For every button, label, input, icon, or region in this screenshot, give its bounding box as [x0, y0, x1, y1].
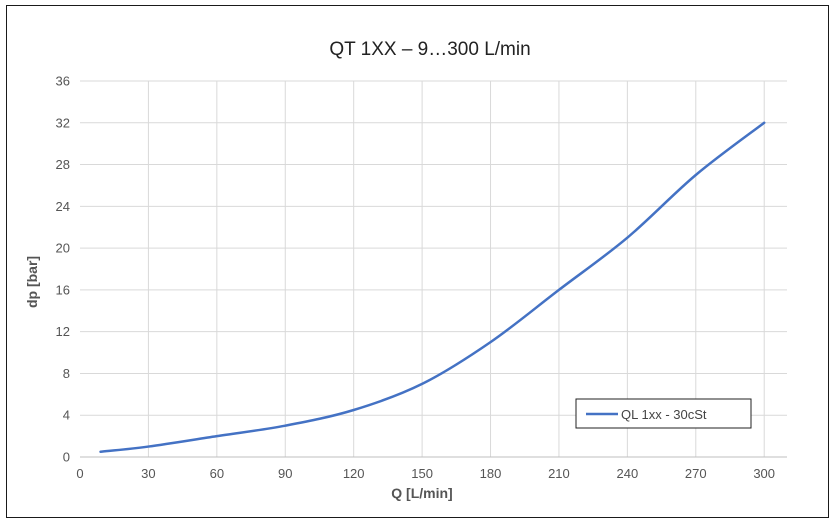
x-tick-label: 300 [753, 466, 775, 481]
x-tick-label: 0 [76, 466, 83, 481]
x-tick-label: 30 [141, 466, 155, 481]
y-tick-label: 16 [56, 282, 70, 297]
data-point [352, 409, 354, 411]
data-point [626, 236, 628, 238]
series-line [99, 121, 766, 454]
data-point [695, 174, 697, 176]
legend: QL 1xx - 30cSt [575, 398, 752, 429]
y-tick-label: 28 [56, 157, 70, 172]
data-point [147, 445, 149, 447]
chart-title: QT 1XX – 9…300 L/min [329, 39, 530, 60]
data-point [558, 289, 560, 291]
axes: 0 4 8 12 16 20 24 28 32 36 0 30 60 90 120 150 180 210 240 2… [56, 74, 787, 481]
data-point [216, 435, 218, 437]
y-axis-label: dp [bar] [24, 256, 40, 308]
x-tick-label: 90 [278, 466, 292, 481]
y-tick-label: 8 [63, 366, 70, 381]
y-tick-label: 0 [63, 450, 70, 465]
x-tick-label: 180 [480, 466, 502, 481]
chart-frame: 0 4 8 12 16 20 24 28 32 36 0 30 60 90 120 150 180 210 240 2… [6, 5, 829, 518]
x-tick-label: 60 [210, 466, 224, 481]
x-axis-label: Q [L/min] [391, 485, 452, 501]
y-tick-label: 12 [56, 324, 70, 339]
data-point [99, 451, 101, 453]
data-point [763, 122, 765, 124]
grid-lines [80, 80, 787, 457]
x-tick-label: 120 [343, 466, 365, 481]
data-point [421, 383, 423, 385]
data-point [284, 424, 286, 426]
series-layer [99, 121, 766, 454]
line-chart: 0 4 8 12 16 20 24 28 32 36 0 30 60 90 120 150 180 210 240 2… [24, 39, 787, 501]
y-tick-label: 24 [56, 199, 70, 214]
x-tick-label: 150 [411, 466, 433, 481]
y-tick-label: 36 [56, 74, 70, 89]
x-tick-label: 210 [548, 466, 570, 481]
x-tick-label: 270 [685, 466, 707, 481]
data-point [489, 341, 491, 343]
x-tick-label: 240 [617, 466, 639, 481]
y-tick-label: 20 [56, 241, 70, 256]
legend-label: QL 1xx - 30cSt [621, 407, 707, 422]
y-tick-label: 4 [63, 408, 70, 423]
y-tick-label: 32 [56, 115, 70, 130]
